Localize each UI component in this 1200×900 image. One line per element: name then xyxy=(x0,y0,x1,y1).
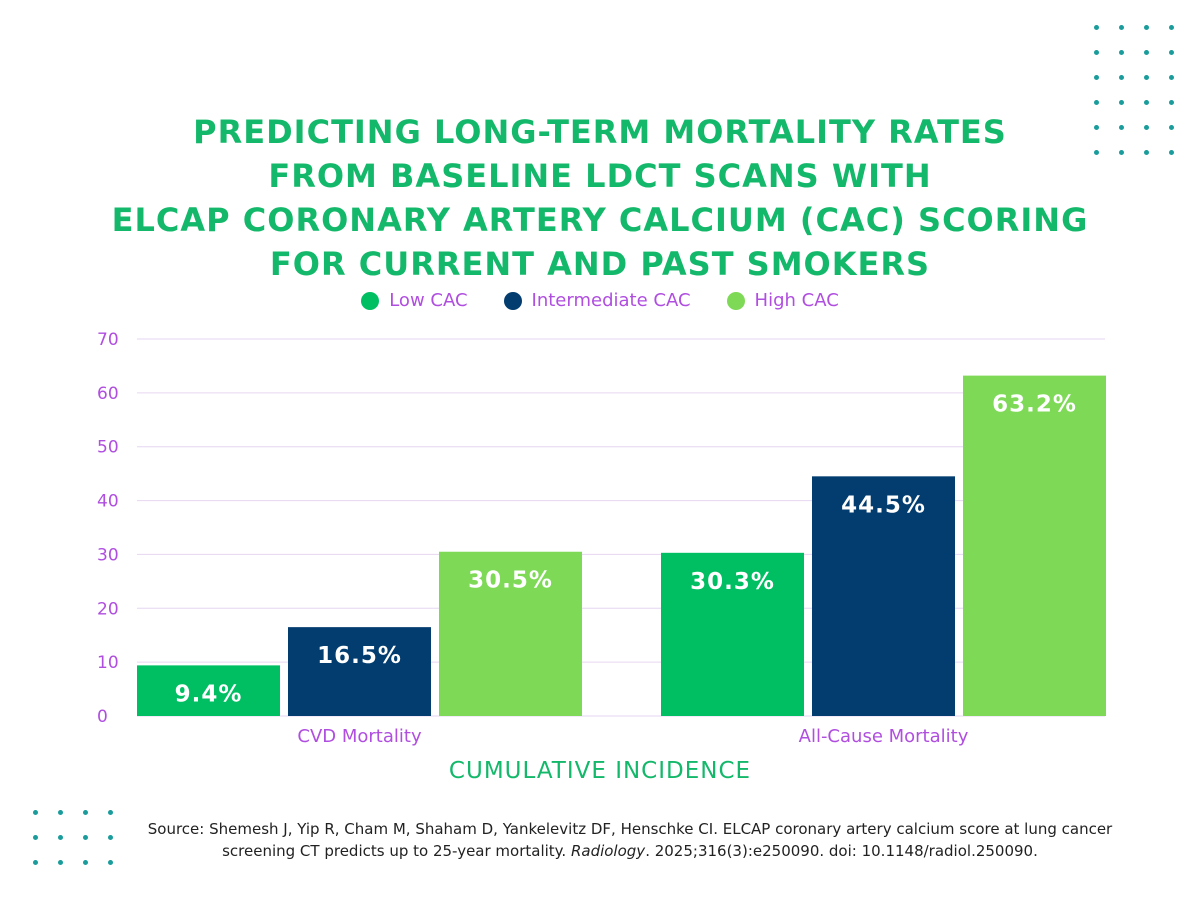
bar xyxy=(137,665,280,716)
decorative-dot xyxy=(1119,125,1124,130)
decorative-dot xyxy=(1094,125,1099,130)
decorative-dot xyxy=(1094,100,1099,105)
decorative-dot xyxy=(1169,50,1174,55)
chart-title: PREDICTING LONG-TERM MORTALITY RATES FRO… xyxy=(60,110,1140,286)
legend-label: Intermediate CAC xyxy=(531,290,691,311)
chart-title-line: ELCAP CORONARY ARTERY CALCIUM (CAC) SCOR… xyxy=(111,201,1089,239)
decorative-dot xyxy=(1144,75,1149,80)
decorative-dot xyxy=(58,835,63,840)
decorative-dot xyxy=(33,835,38,840)
decorative-dot xyxy=(108,835,113,840)
source-text: Source: Shemesh J, Yip R, Cham M, Shaham… xyxy=(147,820,1113,860)
legend-label: Low CAC xyxy=(389,290,468,311)
legend-item-intermediate-cac: Intermediate CAC xyxy=(503,290,691,311)
decorative-dot xyxy=(83,835,88,840)
decorative-dot xyxy=(58,860,63,865)
decorative-dot xyxy=(1144,25,1149,30)
decorative-dot xyxy=(1144,50,1149,55)
bar xyxy=(812,476,955,716)
y-tick-label: 30 xyxy=(97,545,119,565)
y-tick-label: 10 xyxy=(97,653,119,673)
y-tick-label: 70 xyxy=(97,330,119,350)
decorative-dot xyxy=(1094,150,1099,155)
decorative-dot xyxy=(58,810,63,815)
x-tick-label: CVD Mortality xyxy=(297,726,422,747)
y-tick-label: 60 xyxy=(97,384,119,404)
decorative-dot xyxy=(1119,75,1124,80)
chart-legend: Low CAC Intermediate CAC High CAC xyxy=(0,290,1200,311)
bar xyxy=(661,552,804,716)
decorative-dot xyxy=(1169,125,1174,130)
decorative-dot xyxy=(1169,100,1174,105)
chart-title-line: FROM BASELINE LDCT SCANS WITH xyxy=(268,157,932,195)
decorative-dot xyxy=(1119,50,1124,55)
y-tick-label: 0 xyxy=(97,707,108,727)
decorative-dot xyxy=(1119,100,1124,105)
source-text-end: . 2025;316(3):e250090. doi: 10.1148/radi… xyxy=(645,842,1038,860)
data-label: 63.2% xyxy=(992,392,1077,418)
y-tick-label: 50 xyxy=(97,438,119,458)
decorative-dot xyxy=(1094,75,1099,80)
legend-swatch xyxy=(726,291,745,310)
source-journal: Radiology xyxy=(570,842,646,860)
y-tick-label: 40 xyxy=(97,492,119,512)
bar xyxy=(963,375,1106,716)
source-citation: Source: Shemesh J, Yip R, Cham M, Shaham… xyxy=(120,818,1140,862)
y-tick-label: 20 xyxy=(97,599,119,619)
legend-label: High CAC xyxy=(754,290,839,311)
data-label: 16.5% xyxy=(317,643,402,669)
bar xyxy=(288,627,431,716)
x-axis-title: CUMULATIVE INCIDENCE xyxy=(448,758,752,784)
decorative-dot xyxy=(1144,150,1149,155)
legend-item-low-cac: Low CAC xyxy=(361,290,468,311)
decorative-dots-top xyxy=(1094,25,1174,155)
decorative-dots-bottom xyxy=(33,810,113,865)
x-tick-label: All-Cause Mortality xyxy=(799,726,969,747)
decorative-dot xyxy=(33,810,38,815)
legend-swatch xyxy=(503,291,522,310)
chart-title-line: FOR CURRENT AND PAST SMOKERS xyxy=(269,245,931,283)
decorative-dot xyxy=(1169,150,1174,155)
decorative-dot xyxy=(1144,125,1149,130)
bar xyxy=(439,551,582,716)
decorative-dot xyxy=(83,860,88,865)
decorative-dot xyxy=(33,860,38,865)
chart-title-line: PREDICTING LONG-TERM MORTALITY RATES xyxy=(193,113,1007,151)
data-label: 44.5% xyxy=(841,492,926,518)
decorative-dot xyxy=(1119,150,1124,155)
decorative-dot xyxy=(1094,50,1099,55)
decorative-dot xyxy=(1144,100,1149,105)
legend-item-high-cac: High CAC xyxy=(726,290,839,311)
data-label: 30.5% xyxy=(468,568,553,594)
decorative-dot xyxy=(1169,75,1174,80)
decorative-dot xyxy=(83,810,88,815)
decorative-dot xyxy=(108,860,113,865)
decorative-dot xyxy=(108,810,113,815)
decorative-dot xyxy=(1169,25,1174,30)
decorative-dot xyxy=(1094,25,1099,30)
legend-swatch xyxy=(361,291,380,310)
data-label: 9.4% xyxy=(175,681,243,707)
decorative-dot xyxy=(1119,25,1124,30)
data-label: 30.3% xyxy=(690,569,775,595)
